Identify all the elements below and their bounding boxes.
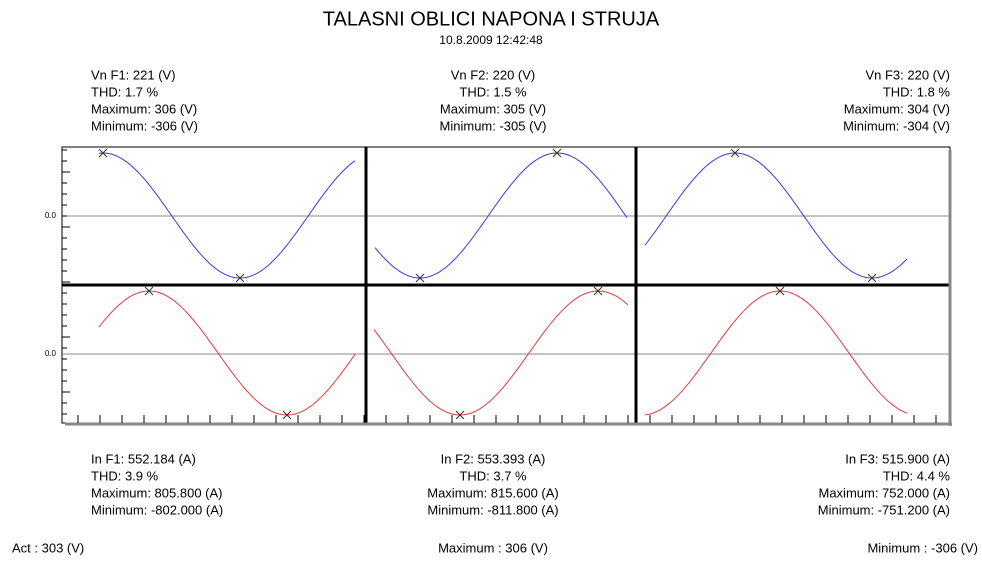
footer-act: Act : 303 (V) [12, 540, 84, 555]
stat-line: In F1: 552.184 (A) [91, 451, 196, 466]
stat-line: THD: 3.7 % [459, 468, 527, 483]
peak-marker [235, 273, 245, 283]
title: TALASNI OBLICI NAPONA I STRUJA [323, 8, 660, 30]
peak-marker [867, 273, 877, 283]
axis-label: 0.0 [45, 349, 57, 358]
subtitle: 10.8.2009 12:42:48 [439, 33, 543, 47]
stat-line: Minimum: -306 (V) [91, 118, 198, 133]
stat-line: THD: 1.8 % [883, 84, 951, 99]
peak-marker [455, 410, 465, 420]
waveform [374, 152, 628, 279]
peak-marker [98, 148, 108, 158]
peak-marker [775, 286, 785, 296]
stat-line: THD: 1.5 % [459, 84, 527, 99]
waveform [644, 152, 908, 279]
stat-line: Minimum: -802.000 (A) [91, 502, 223, 517]
waveform [373, 290, 629, 416]
stat-line: Minimum: -305 (V) [440, 118, 547, 133]
stat-line: THD: 1.7 % [91, 84, 159, 99]
stat-line: THD: 3.9 % [91, 468, 159, 483]
stat-line: Maximum: 304 (V) [844, 101, 950, 116]
axis-label: 0.0 [45, 211, 57, 220]
stat-line: THD: 4.4 % [883, 468, 951, 483]
waveform [644, 290, 908, 416]
peak-marker [593, 286, 603, 296]
peak-marker [282, 410, 292, 420]
stat-line: Minimum: -751.200 (A) [818, 502, 950, 517]
stat-line: In F3: 515.900 (A) [845, 451, 950, 466]
stat-line: In F2: 553.393 (A) [441, 451, 546, 466]
stat-line: Maximum: 805.800 (A) [91, 485, 223, 500]
stat-line: Minimum: -304 (V) [843, 118, 950, 133]
waveform [98, 290, 356, 416]
stat-line: Maximum: 815.600 (A) [427, 485, 559, 500]
footer-maximum: Maximum : 306 (V) [438, 540, 548, 555]
peak-marker [415, 273, 425, 283]
stat-line: Vn F2: 220 (V) [451, 67, 536, 82]
peak-marker [552, 148, 562, 158]
peak-marker [144, 286, 154, 296]
peak-marker [730, 148, 740, 158]
stat-line: Maximum: 752.000 (A) [819, 485, 951, 500]
stat-line: Vn F3: 220 (V) [865, 67, 950, 82]
waveform [98, 152, 356, 279]
stat-line: Maximum: 306 (V) [91, 101, 197, 116]
stat-line: Minimum: -811.800 (A) [427, 502, 558, 517]
stat-line: Maximum: 305 (V) [440, 101, 546, 116]
stat-line: Vn F1: 221 (V) [91, 67, 176, 82]
footer-minimum: Minimum : -306 (V) [867, 540, 978, 555]
